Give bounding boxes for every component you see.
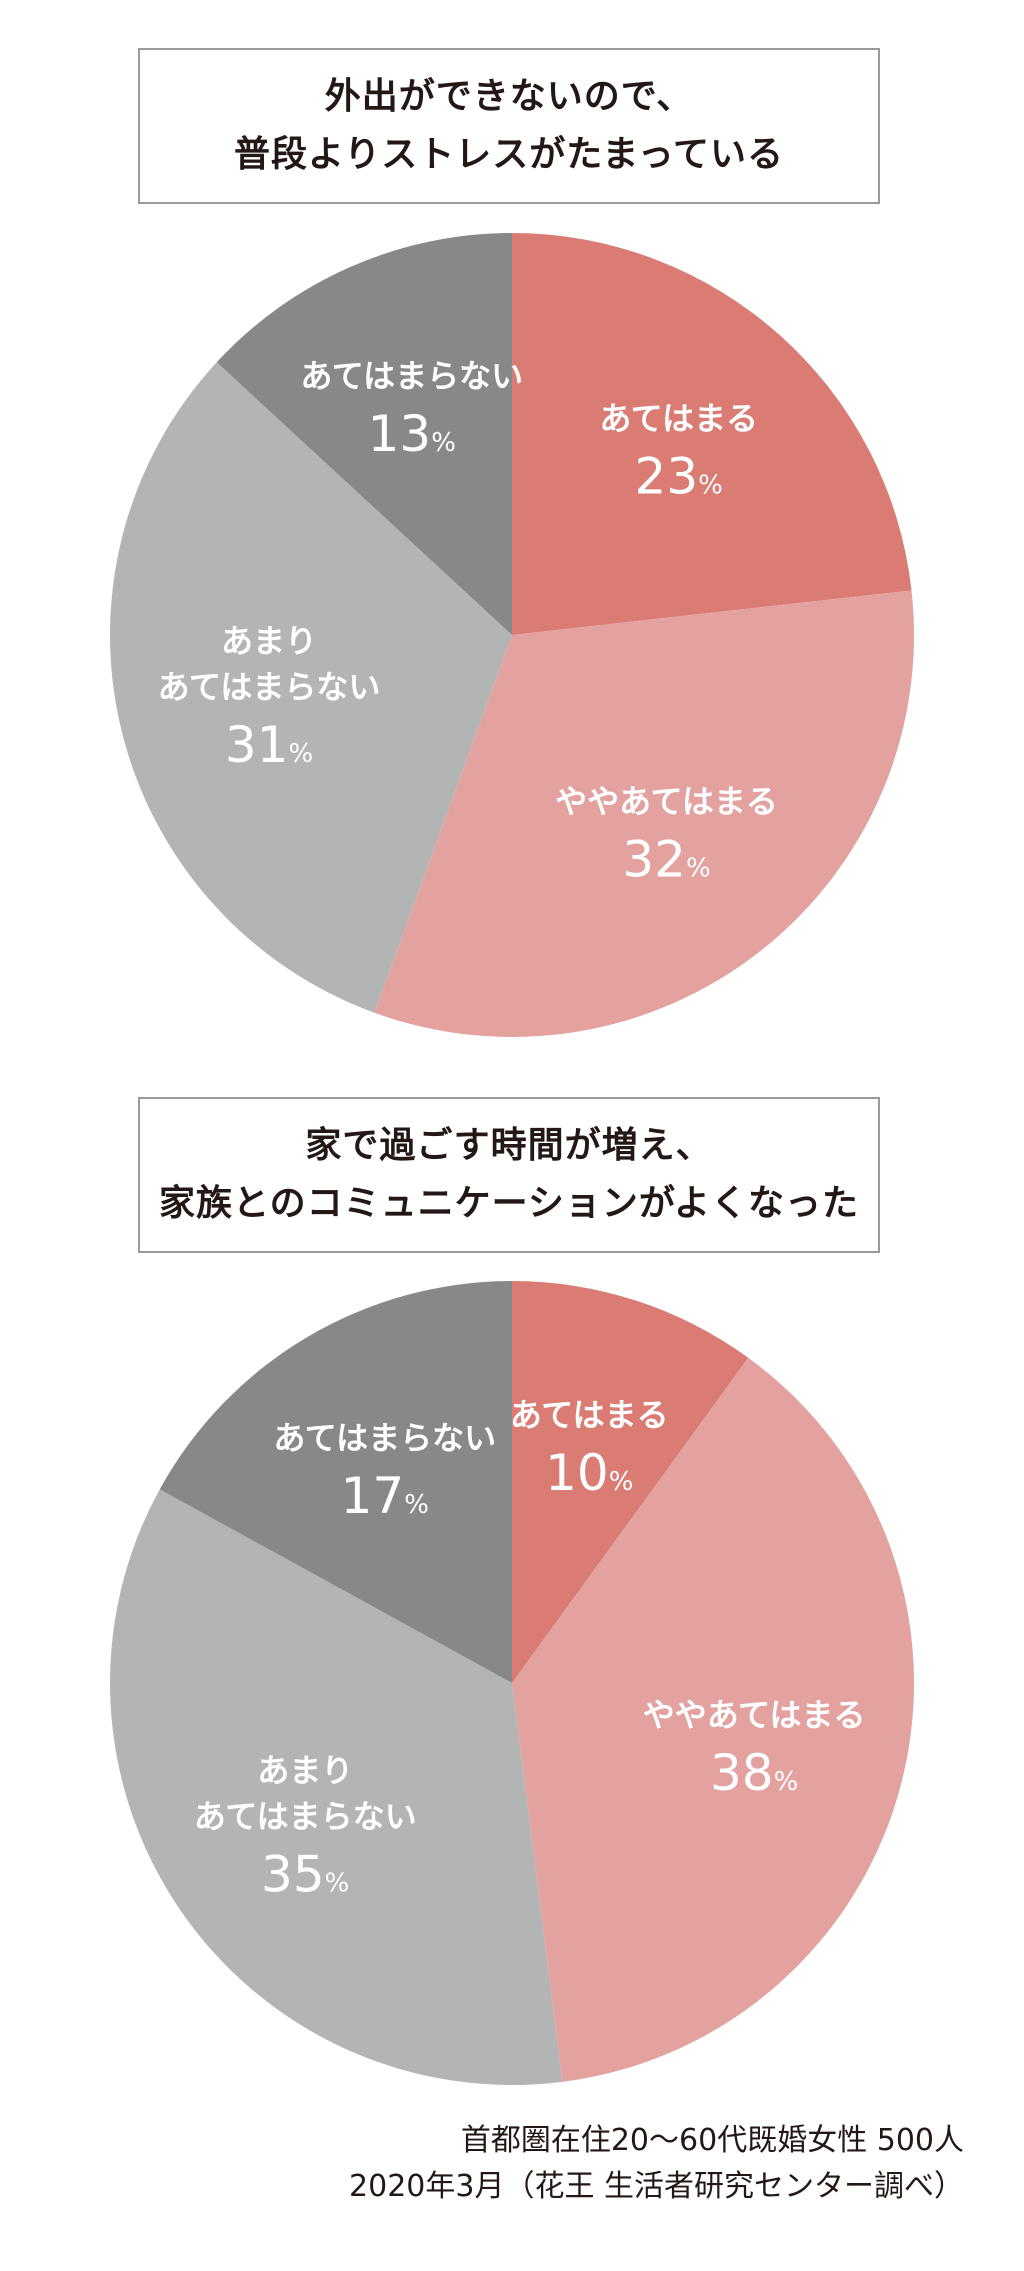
pie-slice-somewhat-agree xyxy=(512,1357,914,2082)
pie-label-slice-somewhat-agree: ややあてはまる 32% xyxy=(555,783,778,889)
chart2-title-line1: 家で過ごす時間が増え、 xyxy=(305,1125,713,1166)
pie-value-text: 17% xyxy=(341,1467,429,1525)
pie-label-slice-agree: あてはまる 10% xyxy=(510,1396,669,1502)
chart1-title-line1: 外出ができないので、 xyxy=(324,76,694,117)
pie-slice-somewhat-disagree xyxy=(109,1489,563,2085)
pie-label-slice-agree: あてはまる 23% xyxy=(599,400,758,506)
pie-value-text: 32% xyxy=(622,831,710,889)
chart1-title-line2: 普段よりストレスがたまっている xyxy=(234,134,784,175)
pie-label-text: ややあてはまる xyxy=(555,783,778,821)
pie-label-text: ややあてはまる xyxy=(643,1696,866,1734)
pie-label-text: あてはまらない xyxy=(273,1419,496,1457)
source-line2: 2020年3月（花王 生活者研究センター調べ） xyxy=(349,2169,964,2204)
chart2-title-box: 家で過ごす時間が増え、 家族とのコミュニケーションがよくなった xyxy=(138,1097,880,1253)
pie-slice-disagree xyxy=(216,233,512,635)
pie-label-text: あてはまる xyxy=(599,400,758,438)
chart1-title-box: 外出ができないので、 普段よりストレスがたまっている xyxy=(138,48,880,204)
pie-slice-agree xyxy=(512,1281,749,1683)
pie-value-text: 38% xyxy=(710,1744,798,1802)
pie-label-slice-somewhat-agree: ややあてはまる 38% xyxy=(643,1696,866,1802)
pie-label-slice-disagree: あてはまらない 17% xyxy=(273,1419,496,1525)
pie-value-text: 31% xyxy=(225,716,313,774)
chart2-title-line2: 家族とのコミュニケーションがよくなった xyxy=(158,1183,860,1224)
pie-chart-communication: あてはまる10%ややあてはまる38%あまりあてはまらない35%あてはまらない17… xyxy=(109,1281,914,2085)
pie-label-text: あてはまらない xyxy=(194,1798,417,1836)
pie-value-text: 35% xyxy=(261,1846,349,1904)
source-note: 首都圏在住20〜60代既婚女性 500人 2020年3月（花王 生活者研究センタ… xyxy=(349,2118,964,2210)
pie-slice-somewhat-agree xyxy=(374,590,914,1037)
pie-label-text: あまり xyxy=(257,1752,353,1790)
pie-chart-stress: あてはまる23%ややあてはまる32%あまりあてはまらない31%あてはまらない13… xyxy=(110,233,914,1037)
pie-label-slice-disagree: あてはまらない 13% xyxy=(300,357,523,463)
pie-label-text: あまり xyxy=(221,622,317,660)
pie-slice-agree xyxy=(512,233,912,635)
pie-value-text: 10% xyxy=(545,1444,633,1502)
source-line1: 首都圏在住20〜60代既婚女性 500人 xyxy=(460,2123,964,2158)
pie-value-text: 13% xyxy=(368,405,456,463)
pie-label-text: あてはまらない xyxy=(158,668,381,706)
pie-label-text: あてはまらない xyxy=(300,357,523,395)
pie-label-text: あてはまる xyxy=(510,1396,669,1434)
pie-slice-disagree xyxy=(159,1281,512,1683)
pie-slice-somewhat-disagree xyxy=(110,362,513,1013)
pie-value-text: 23% xyxy=(635,448,723,506)
